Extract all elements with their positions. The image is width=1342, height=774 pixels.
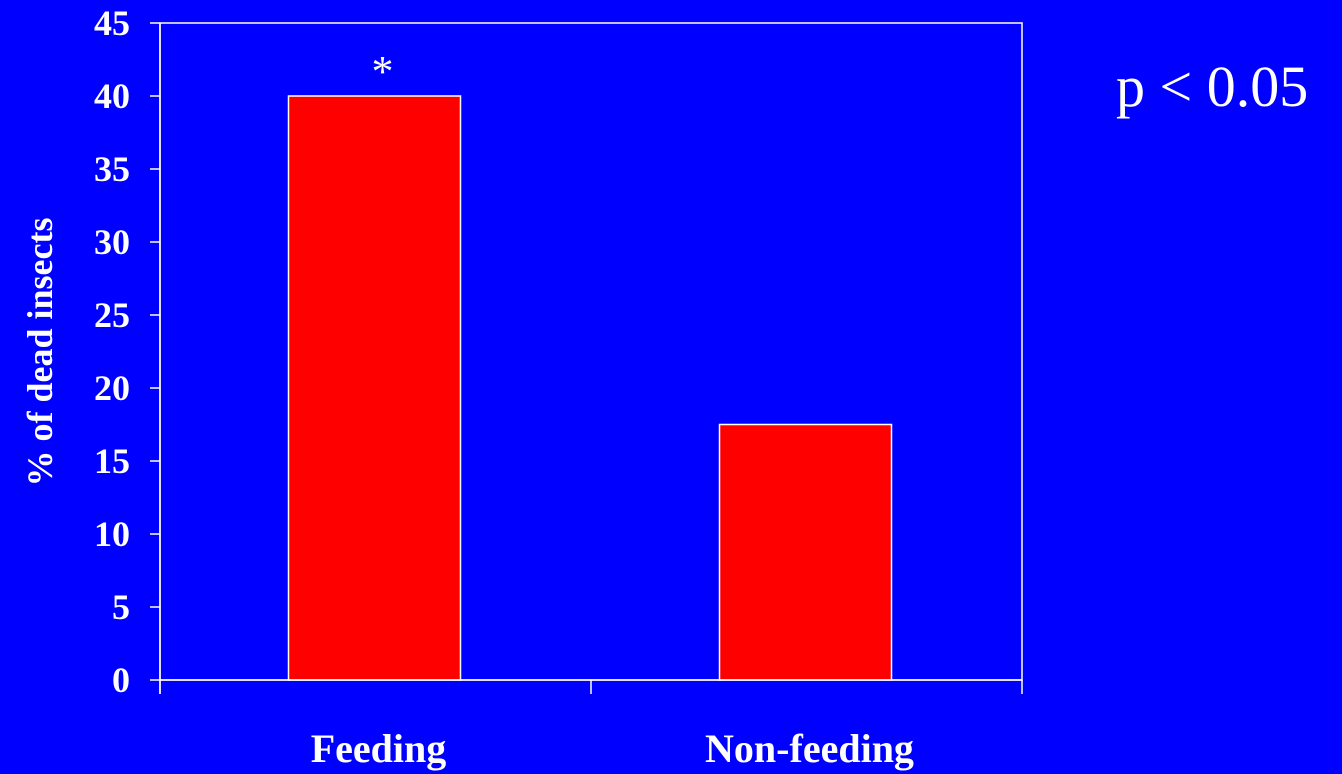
y-tick-label: 25	[94, 295, 130, 335]
y-tick-label: 35	[94, 149, 130, 189]
bar-non-feeding	[718, 423, 893, 681]
bar-feeding	[287, 95, 462, 681]
y-tick-label: 20	[94, 368, 130, 408]
significance-marker: *	[372, 47, 394, 96]
p-value-annotation: p < 0.05	[1116, 54, 1309, 119]
y-tick-label: 40	[94, 76, 130, 116]
x-tick-label: Non-feeding	[705, 726, 914, 771]
x-tick-label: Feeding	[311, 726, 447, 771]
y-tick-label: 30	[94, 222, 130, 262]
y-tick-label: 5	[112, 587, 130, 627]
y-tick-label: 15	[94, 441, 130, 481]
y-tick-label: 10	[94, 514, 130, 554]
y-axis-title: % of dead insects	[20, 218, 60, 487]
y-tick-label: 45	[94, 3, 130, 43]
y-tick-label: 0	[112, 660, 130, 700]
